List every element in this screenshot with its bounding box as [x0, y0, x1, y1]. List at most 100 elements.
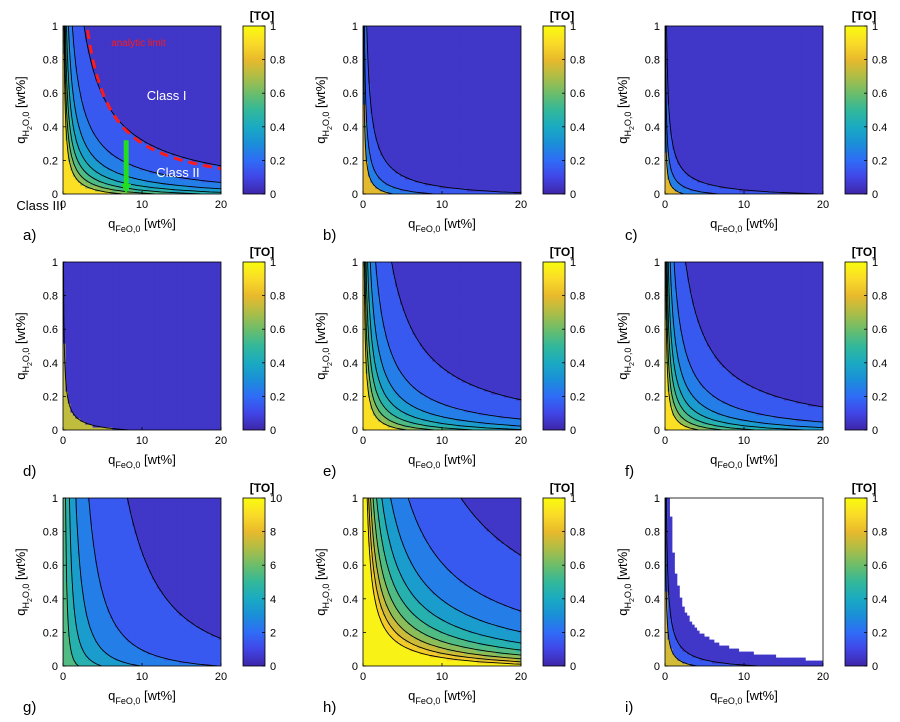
- contour-cell: [117, 134, 121, 138]
- contour-cell: [75, 176, 79, 180]
- contour-cell: [97, 92, 101, 96]
- contour-cell: [97, 65, 101, 69]
- contour-cell: [392, 161, 396, 165]
- contour-cell: [117, 41, 121, 45]
- contour-cell: [122, 41, 126, 45]
- contour-cell: [183, 173, 188, 177]
- contour-cell: [375, 167, 379, 171]
- contour-cell: [127, 62, 131, 66]
- contour-cell: [95, 35, 99, 39]
- contour-cell: [414, 152, 418, 156]
- contour-cell: [122, 47, 126, 51]
- contour-cell: [402, 119, 406, 123]
- contour-cell: [151, 161, 155, 165]
- contour-cell: [213, 131, 217, 135]
- contour-cell: [142, 131, 146, 135]
- contour-cell: [193, 140, 197, 144]
- contour-cell: [117, 125, 121, 129]
- contour-cell: [134, 125, 138, 129]
- contour-cell: [109, 125, 113, 129]
- contour-cell: [409, 122, 413, 126]
- contour-cell: [122, 74, 126, 78]
- contour-cell: [72, 116, 76, 120]
- contour-cell: [169, 59, 173, 63]
- contour-cell: [119, 89, 123, 93]
- contour-cell: [213, 164, 217, 168]
- contour-cell: [124, 59, 128, 63]
- contour-cell: [100, 116, 104, 120]
- contour-cell: [174, 83, 178, 87]
- contour-cell: [104, 95, 109, 99]
- contour-cell: [213, 29, 217, 33]
- contour-cell: [144, 182, 148, 186]
- contour-cell: [154, 128, 158, 132]
- contour-cell: [112, 59, 116, 63]
- contour-cell: [208, 161, 212, 165]
- contour-cell: [183, 143, 188, 147]
- contour-cell: [77, 161, 81, 165]
- contour-cell: [97, 104, 101, 108]
- contour-cell: [149, 29, 153, 33]
- contour-cell: [397, 107, 401, 111]
- contour-cell: [208, 35, 212, 39]
- contour-cell: [85, 62, 89, 66]
- contour-cell: [166, 59, 170, 63]
- contour-cell: [137, 98, 141, 102]
- contour-cell: [104, 77, 109, 81]
- contour-cell: [129, 38, 133, 42]
- contour-cell: [72, 128, 76, 132]
- contour-cell: [164, 62, 168, 66]
- contour-cell: [409, 143, 413, 147]
- contour-cell: [164, 41, 168, 45]
- contour-cell: [100, 191, 104, 194]
- contour-cell: [400, 62, 404, 66]
- contour-cell: [63, 173, 67, 177]
- contour-cell: [188, 107, 192, 111]
- contour-cell: [139, 158, 143, 162]
- contour-cell: [216, 188, 220, 192]
- contour-cell: [390, 140, 394, 144]
- contour-cell: [370, 35, 374, 39]
- contour-cell: [137, 59, 141, 63]
- contour-cell: [166, 77, 170, 81]
- contour-cell: [146, 113, 151, 117]
- contour-cell: [70, 92, 74, 96]
- contour-cell: [146, 35, 151, 39]
- contour-cell: [380, 59, 384, 63]
- contour-cell: [372, 95, 376, 99]
- contour-cell: [198, 26, 202, 30]
- contour-cell: [193, 56, 197, 60]
- contour-cell: [92, 41, 96, 45]
- contour-cell: [144, 101, 148, 105]
- contour-cell: [213, 95, 217, 99]
- contour-cell: [104, 116, 109, 120]
- contour-cell: [171, 143, 175, 147]
- contour-cell: [75, 50, 79, 54]
- contour-cell: [407, 167, 411, 171]
- contour-cell: [390, 170, 394, 174]
- contour-cell: [193, 29, 197, 33]
- contour-cell: [82, 86, 86, 90]
- contour-cell: [392, 50, 396, 54]
- contour-cell: [370, 146, 374, 150]
- contour-cell: [397, 173, 401, 177]
- contour-cell: [95, 101, 99, 105]
- contour-cell: [196, 173, 200, 177]
- contour-cell: [367, 128, 372, 132]
- contour-cell: [127, 98, 131, 102]
- contour-cell: [198, 95, 202, 99]
- contour-cell: [206, 185, 210, 189]
- contour-cell: [129, 146, 133, 150]
- contour-cell: [208, 92, 212, 96]
- contour-cell: [112, 65, 116, 69]
- contour-cell: [211, 179, 215, 183]
- contour-cell: [171, 179, 175, 183]
- contour-cell: [67, 131, 72, 135]
- contour-cell: [392, 188, 396, 192]
- contour-cell: [65, 176, 69, 180]
- contour-cell: [400, 44, 404, 48]
- contour-cell: [367, 98, 372, 102]
- contour-cell: [186, 125, 190, 129]
- contour-cell: [414, 107, 418, 111]
- contour-cell: [114, 149, 118, 153]
